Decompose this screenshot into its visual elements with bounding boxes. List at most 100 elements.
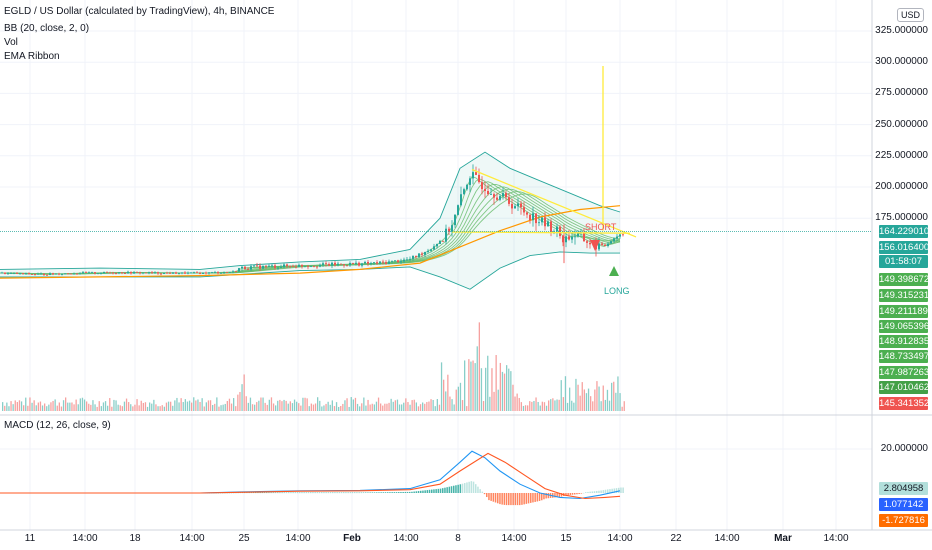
macd-histogram-bar [477,486,479,493]
volume-bar [506,365,508,411]
macd-histogram-bar [312,492,314,494]
volume-bar [249,397,252,411]
candle-body [328,264,330,266]
candle-body [364,261,366,264]
macd-histogram-bar [602,490,605,493]
price-tick-label: 175.000000 [875,212,928,224]
candle-body [64,273,66,275]
volume-bar [155,404,157,411]
volume-bar [167,401,170,411]
price-badge: 149.315231 [879,289,930,302]
macd-histogram-bar [340,492,343,494]
candle-body [472,172,474,179]
candle-body [376,262,378,264]
volume-bar [186,401,189,411]
macd-histogram-bar [417,491,420,493]
volume-bar [497,389,499,411]
candle-body [85,272,87,273]
volume-bar [380,403,382,411]
candle-body [556,226,558,232]
volume-bar [79,398,81,411]
volume-bar [308,406,310,411]
candle-body [439,240,441,244]
volume-bars [2,322,625,411]
volume-bar [77,404,79,411]
volume-bar [23,405,25,411]
volume-bar [109,398,111,411]
candle-body [430,249,432,251]
candle-body [112,272,114,274]
candle-body [139,272,141,274]
candle-body [166,272,168,274]
volume-bar [312,404,315,411]
macd-histogram-bar [290,492,292,494]
macd-histogram-bar [382,492,385,493]
volume-bar [81,397,84,411]
macd-histogram-bar [292,492,294,494]
volume-bar [499,362,501,411]
macd-histogram-bar [395,492,398,493]
volume-bar [228,398,231,411]
volume-bar [510,371,512,411]
candle-body [196,272,198,273]
macd-histogram-bar [415,491,418,493]
volume-bar [102,402,105,411]
macd-histogram-bar [459,484,462,493]
candle-body [583,232,585,242]
candle-body [16,272,18,274]
volume-bar [247,402,249,411]
volume-bar [327,401,329,411]
macd-histogram-bar [536,493,539,502]
volume-bar [237,394,239,411]
macd-histogram-bar [475,484,477,493]
macd-histogram-bar [299,492,301,494]
candle-body [124,273,126,275]
candle-body [307,266,309,268]
candle-body [571,236,573,240]
macd-histogram-bar [413,491,415,493]
macd-histogram-bar [398,492,400,493]
candle-body [133,272,135,274]
macd-histogram-bar [541,493,543,501]
volume-bar [243,374,245,411]
currency-button[interactable]: USD [897,8,925,22]
time-tick-label: 14:00 [285,533,311,544]
macd-histogram-bar [338,492,341,494]
volume-bar [132,406,134,411]
candle-body [232,271,234,273]
candle-body [358,262,360,266]
macd-tick-label: 20.000000 [880,443,928,454]
macd-histogram-bar [442,488,444,493]
macd-histogram-bar [600,490,602,493]
volume-bar [455,389,457,411]
volume-bar [550,399,552,411]
volume-bar [562,397,564,411]
volume-bar [611,382,613,411]
volume-bar [86,401,88,411]
macd-histogram-bar [545,493,547,499]
macd-histogram-bar [255,492,257,494]
macd-histogram-bar [598,490,600,493]
macd-histogram-bar [360,492,363,494]
candle-body [181,272,183,274]
volume-bar [4,405,6,411]
macd-histogram-bar [593,491,596,493]
volume-bar [426,402,428,411]
volume-bar [361,403,363,411]
macd-badge: 2.804958 [879,482,928,495]
time-tick-label: 14:00 [72,533,98,544]
macd-histogram-bar [580,493,583,494]
macd-histogram-bar [294,492,297,494]
macd-histogram-bar [472,481,475,493]
macd-histogram-bar [532,493,534,503]
macd-histogram-bar [422,490,424,493]
candle-body [604,244,606,247]
macd-histogram-bar [246,492,248,494]
macd-histogram-bar [316,492,319,494]
macd-histogram-bar [589,491,591,493]
macd-histogram-bar [345,492,347,494]
macd-histogram-bar [554,493,556,498]
volume-bar [329,404,331,411]
volume-bar [6,402,8,411]
